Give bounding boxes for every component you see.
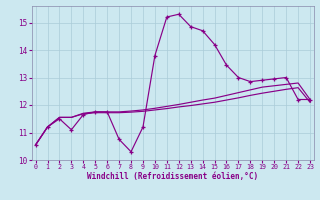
X-axis label: Windchill (Refroidissement éolien,°C): Windchill (Refroidissement éolien,°C) <box>87 172 258 181</box>
